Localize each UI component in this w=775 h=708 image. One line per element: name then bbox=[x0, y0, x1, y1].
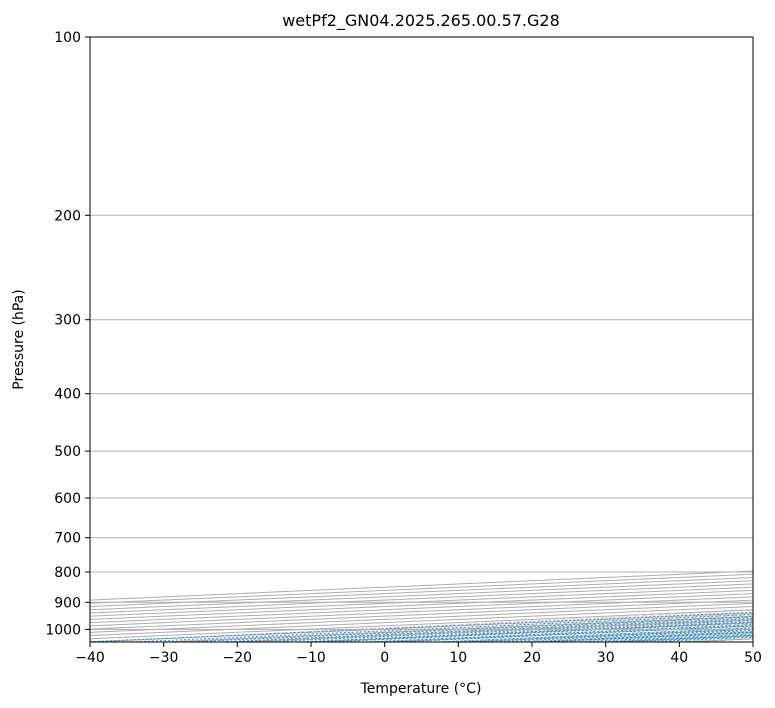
isotherm bbox=[458, 628, 753, 642]
mixing-ratio-line bbox=[546, 632, 753, 642]
dry-adiabat bbox=[165, 613, 753, 642]
mixing-ratio-line bbox=[572, 633, 753, 642]
x-tick-label: 0 bbox=[380, 650, 389, 666]
moist-adiabat bbox=[652, 636, 753, 642]
chart-title: wetPf2_GN04.2025.265.00.57.G28 bbox=[282, 11, 560, 31]
x-tick-label: −30 bbox=[149, 650, 179, 666]
x-axis-label: Temperature (°C) bbox=[360, 681, 482, 697]
y-tick-label: 600 bbox=[54, 491, 81, 507]
y-tick-label: 400 bbox=[54, 387, 81, 403]
isotherm bbox=[90, 573, 753, 604]
isotherm bbox=[90, 576, 753, 608]
mixing-ratio-line bbox=[131, 613, 753, 642]
isotherm bbox=[679, 638, 753, 642]
moist-adiabat bbox=[332, 621, 753, 642]
isotherm bbox=[531, 631, 753, 642]
isotherm bbox=[90, 599, 753, 630]
y-tick-label: 700 bbox=[54, 531, 81, 547]
isotherm bbox=[90, 593, 753, 624]
isotherm bbox=[310, 622, 753, 642]
y-axis-label: Pressure (hPa) bbox=[11, 289, 27, 389]
x-tick-label: −20 bbox=[223, 650, 253, 666]
isotherm bbox=[237, 618, 753, 642]
x-tick-label: 10 bbox=[449, 650, 467, 666]
isotherm bbox=[752, 641, 753, 642]
x-tick-label: −10 bbox=[296, 650, 326, 666]
dry-adiabat bbox=[239, 616, 753, 642]
mixing-ratio-line bbox=[522, 631, 753, 642]
background-lines bbox=[90, 37, 775, 642]
mixing-ratio-line bbox=[90, 611, 753, 642]
moist-adiabat bbox=[473, 628, 753, 642]
dry-adiabat bbox=[613, 634, 753, 642]
isotherm bbox=[163, 615, 753, 642]
moist-adiabat bbox=[509, 630, 753, 642]
x-axis: −40 −30 −20 −10 0 10 20 30 40 50 bbox=[75, 642, 762, 666]
isotherm bbox=[90, 586, 753, 617]
x-tick-label: 20 bbox=[523, 650, 541, 666]
isotherm bbox=[90, 589, 753, 620]
moist-adiabat bbox=[403, 625, 753, 642]
dry-adiabat bbox=[314, 620, 753, 642]
mixing-ratio-line bbox=[394, 625, 753, 642]
isotherm bbox=[90, 570, 753, 601]
mixing-ratio-line bbox=[645, 636, 753, 642]
y-tick-label: 900 bbox=[54, 595, 81, 611]
moist-adiabat bbox=[544, 631, 753, 642]
y-tick-label: 300 bbox=[54, 313, 81, 329]
dry-adiabat bbox=[90, 609, 753, 642]
y-tick-label: 200 bbox=[54, 208, 81, 224]
isotherm bbox=[90, 606, 753, 637]
moist-adiabat bbox=[580, 633, 753, 642]
dry-adiabat bbox=[763, 37, 775, 642]
isotherm bbox=[605, 635, 753, 642]
dry-adiabat bbox=[389, 623, 753, 642]
y-tick-label: 1000 bbox=[45, 622, 81, 638]
y-tick-label: 500 bbox=[54, 444, 81, 460]
y-axis: 100 200 300 400 500 600 700 800 900 1000 bbox=[45, 30, 90, 638]
moist-adiabat bbox=[689, 638, 753, 642]
y-tick-label: 100 bbox=[54, 30, 81, 46]
moist-adiabat bbox=[223, 616, 753, 642]
x-tick-label: 50 bbox=[744, 650, 762, 666]
mixing-ratio-line bbox=[365, 624, 753, 642]
moist-adiabat bbox=[438, 626, 753, 642]
plot-frame bbox=[89, 36, 754, 643]
moist-adiabat bbox=[616, 635, 753, 642]
isotherm bbox=[90, 596, 753, 627]
isotherm bbox=[90, 612, 753, 642]
dry-adiabat bbox=[688, 638, 753, 642]
isotherm bbox=[90, 580, 753, 611]
isotherm bbox=[90, 602, 753, 633]
isotherm bbox=[90, 583, 753, 614]
isotherm bbox=[90, 609, 753, 640]
dry-adiabat bbox=[464, 627, 753, 642]
y-tick-label: 800 bbox=[54, 565, 81, 581]
moist-adiabat bbox=[296, 619, 753, 642]
x-tick-label: −40 bbox=[75, 650, 105, 666]
x-tick-label: 30 bbox=[597, 650, 615, 666]
isotherm bbox=[384, 625, 753, 642]
dry-adiabat bbox=[538, 631, 753, 642]
x-tick-label: 40 bbox=[670, 650, 688, 666]
pressure-gridlines bbox=[90, 37, 753, 630]
moist-adiabat bbox=[367, 623, 753, 642]
